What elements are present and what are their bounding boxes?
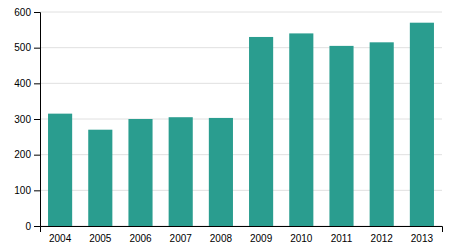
tick: 2005	[89, 233, 112, 244]
tick-mark	[34, 48, 40, 49]
tick-label: 2009	[250, 233, 273, 244]
y-axis: 0 100 200 300 400 500 600	[14, 7, 40, 232]
tick-label: 2006	[129, 233, 152, 244]
tick: 0	[25, 221, 40, 232]
chart: 2004 2005 2006 2007 2008 2009 2010 2011 2012 2013…	[0, 0, 454, 252]
bars	[48, 23, 434, 226]
tick-label: 100	[14, 185, 31, 196]
tick-label: 2005	[89, 233, 112, 244]
grid	[40, 12, 442, 226]
tick-label: 2007	[170, 233, 193, 244]
tick-mark	[34, 83, 40, 84]
bar	[88, 130, 112, 226]
bar	[329, 46, 353, 226]
bar	[289, 33, 313, 226]
tick: 2006	[129, 233, 152, 244]
tick-label: 500	[14, 42, 31, 53]
tick: 2008	[210, 233, 233, 244]
tick-label: 2008	[210, 233, 233, 244]
tick-mark	[34, 119, 40, 120]
axis-line	[34, 13, 41, 227]
tick-label: 2010	[290, 233, 313, 244]
tick: 2009	[250, 233, 273, 244]
tick-mark	[34, 155, 40, 156]
tick: 600	[14, 7, 40, 18]
tick-label: 400	[14, 78, 31, 89]
axis-line	[41, 227, 443, 233]
tick: 2004	[49, 233, 72, 244]
tick-label: 600	[14, 7, 31, 18]
tick: 2010	[290, 233, 313, 244]
tick-label: 0	[25, 221, 31, 232]
bar	[249, 37, 273, 226]
tick: 100	[14, 185, 40, 196]
tick-mark	[34, 226, 40, 227]
tick-label: 2013	[411, 233, 434, 244]
tick: 2012	[371, 233, 394, 244]
bar	[209, 118, 233, 226]
bar	[128, 119, 152, 226]
tick: 2013	[411, 233, 434, 244]
tick: 2011	[331, 233, 353, 244]
tick-label: 300	[14, 114, 31, 125]
tick: 200	[14, 149, 40, 160]
x-axis: 2004 2005 2006 2007 2008 2009 2010 2011 2012 2013	[41, 227, 443, 245]
tick-mark	[34, 190, 40, 191]
bar	[410, 23, 434, 226]
bar	[169, 117, 193, 226]
tick-label: 2011	[331, 233, 353, 244]
tick: 2007	[170, 233, 193, 244]
tick-label: 2004	[49, 233, 72, 244]
tick-label: 200	[14, 149, 31, 160]
tick: 300	[14, 114, 40, 125]
plot: 2004 2005 2006 2007 2008 2009 2010 2011 2012 2013…	[14, 7, 442, 244]
tick-label: 2012	[371, 233, 394, 244]
bar	[48, 114, 72, 226]
grid-line	[40, 12, 442, 13]
tick-mark	[34, 12, 40, 13]
tick: 400	[14, 78, 40, 89]
bar	[370, 42, 394, 226]
tick: 500	[14, 42, 40, 53]
